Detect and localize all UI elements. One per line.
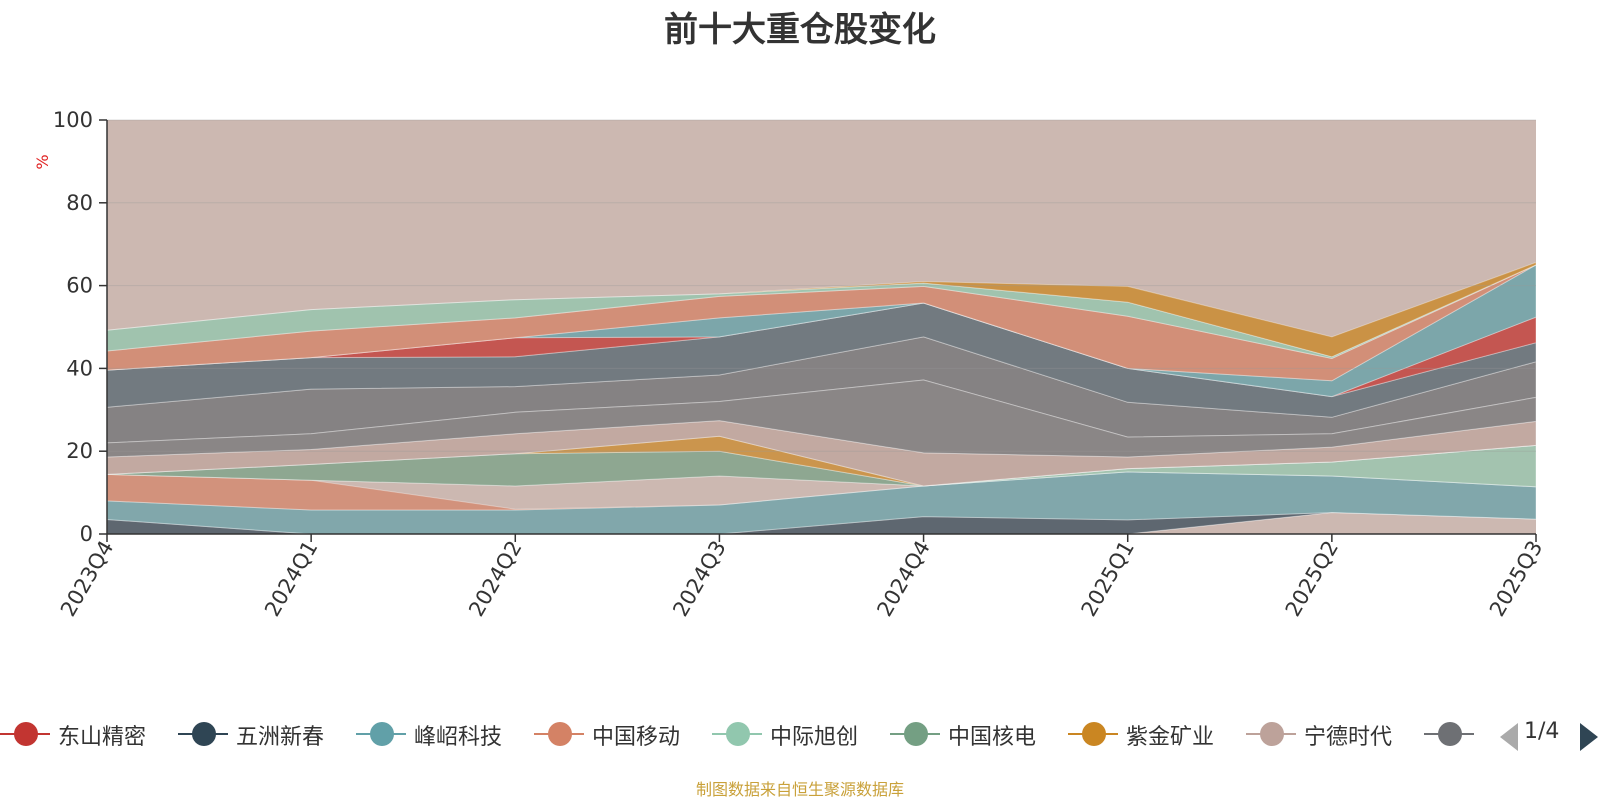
legend-marker — [1082, 722, 1106, 746]
y-tick-label: 60 — [66, 274, 93, 298]
legend-next-page-button[interactable] — [1580, 723, 1598, 751]
x-tick-label: 2023Q4 — [56, 537, 118, 621]
y-tick-label: 100 — [53, 108, 93, 132]
upper-band-2 — [106, 302, 1537, 398]
legend-marker — [192, 722, 216, 746]
upper-band-6 — [106, 261, 1537, 358]
legend-marker — [904, 722, 928, 746]
legend-marker — [1438, 722, 1462, 746]
x-tick-label: 2024Q1 — [260, 537, 322, 621]
series-band-第九大重仓股 — [106, 379, 1537, 458]
legend-label: 中国移动 — [592, 725, 681, 750]
upper-band-3 — [106, 264, 1537, 398]
legend: 东山精密五洲新春峰岹科技中国移动中际旭创中国核电紫金矿业宁德时代钅 — [0, 714, 1480, 754]
legend-label: 中际旭创 — [770, 725, 859, 750]
y-tick-label: 80 — [66, 191, 93, 215]
plot-area — [106, 120, 1537, 535]
x-tick-label: 2024Q4 — [872, 537, 934, 621]
series-band-中国移动 — [106, 471, 1537, 511]
x-tick-label: 2025Q3 — [1485, 537, 1547, 621]
y-tick-label: 20 — [66, 439, 93, 463]
legend-label: 峰岹科技 — [414, 725, 503, 750]
y-tick-label: 0 — [80, 522, 93, 546]
legend-pager: 1/4 — [1496, 714, 1600, 754]
legend-page-indicator: 1/4 — [1524, 719, 1560, 744]
legend-label: 紫金矿业 — [1126, 725, 1215, 750]
x-tick-label: 2024Q3 — [668, 537, 730, 621]
legend-label: 东山精密 — [58, 725, 147, 750]
grid-lines — [107, 119, 1536, 452]
legend-marker — [548, 722, 572, 746]
legend-label: 中国核电 — [948, 725, 1037, 750]
legend-marker — [370, 722, 394, 746]
legend-label: 宁德时代 — [1304, 725, 1393, 750]
legend-marker — [14, 722, 38, 746]
legend-label: 五洲新春 — [236, 725, 325, 750]
y-tick-label: 40 — [66, 356, 93, 380]
upper-band-5 — [106, 264, 1537, 360]
chart-title: 前十大重仓股变化 — [664, 10, 936, 50]
x-tick-label: 2024Q2 — [464, 537, 526, 621]
x-tick-label: 2025Q1 — [1077, 537, 1139, 621]
legend-marker — [1260, 722, 1284, 746]
y-axis-unit: % — [33, 154, 52, 169]
legend-prev-page-button[interactable] — [1500, 723, 1518, 751]
source-note: 制图数据来自恒生聚源数据库 — [695, 780, 904, 799]
legend-marker — [726, 722, 750, 746]
x-tick-label: 2025Q2 — [1281, 537, 1343, 621]
